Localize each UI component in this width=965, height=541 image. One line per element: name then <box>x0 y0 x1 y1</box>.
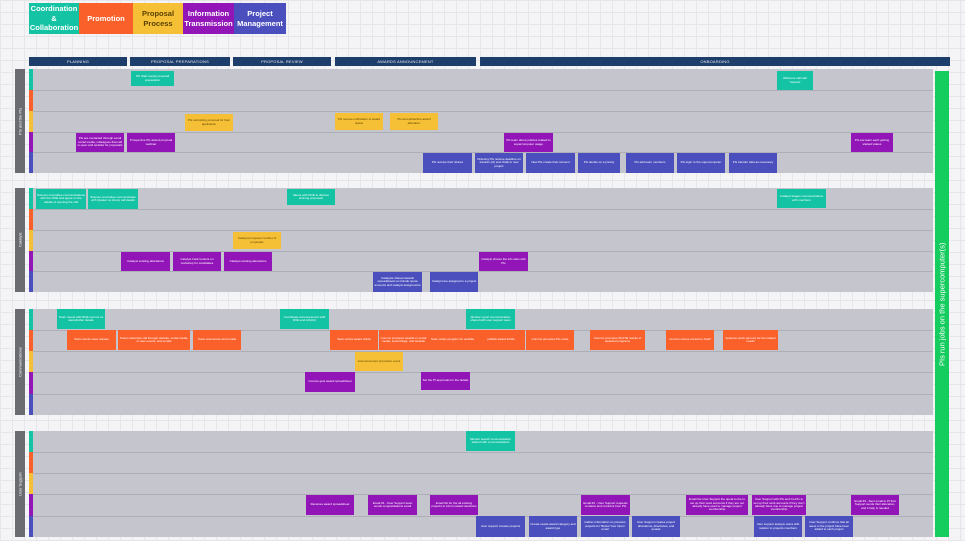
card: publish award article <box>477 330 525 350</box>
card: Science committee communications with th… <box>36 189 86 209</box>
card: PIs add team members <box>626 153 674 173</box>
card: Email #1 - User Support team sends congr… <box>368 495 417 515</box>
card: User Support confirms that all users in … <box>805 516 853 537</box>
phase-proposal-review: PROPOSAL REVIEW <box>233 57 331 66</box>
card: Team writes award article <box>330 330 378 350</box>
phase-awards-announcement: AWARDS ANNOUNCEMENT <box>335 57 476 66</box>
card: Coordinate announcement with DOE and AU(… <box>280 309 329 329</box>
card: Catalyst proposes number of proposals <box>233 232 281 249</box>
card: Comms promotes INCITE results of awarded… <box>590 330 645 350</box>
phase-onboarding: ONBOARDING <box>480 57 950 66</box>
card: Comms promotes PIs news <box>526 330 574 350</box>
card: PIs are contacted through email social m… <box>76 133 124 152</box>
lane-tags-user-support <box>29 431 33 537</box>
card: Teams advertise call through website, so… <box>118 330 190 350</box>
legend-information-transmission: Information Transmission <box>183 3 234 34</box>
card: New PIs create their account <box>526 153 575 173</box>
card: Receives award spreadsheet <box>306 495 354 515</box>
card: Team sends news release <box>67 330 116 350</box>
card: Science committee communicates with Quak… <box>88 189 138 209</box>
card: PIs receive notification of award status <box>335 113 383 130</box>
card: Email #3 - Sent email to PI that Support… <box>851 495 899 515</box>
card: User Support creates project allocations… <box>632 516 680 537</box>
card: Catalyst existing allocations <box>224 252 272 271</box>
jobs-run-bar: PIs run jobs on the supercomputer(s) <box>935 71 949 537</box>
card: Email the User Support the quota to the … <box>686 495 748 515</box>
lane-tags-catalyst <box>29 188 33 292</box>
card: Email #2 - User Support requests contact… <box>581 495 630 515</box>
card: Team meets with DOE comms on award/other… <box>57 309 105 329</box>
card: Catalysts shared awards spreadsheets to … <box>373 272 422 292</box>
phase-proposal-preparations: PROPOSAL PREPARATIONS <box>130 57 230 66</box>
card: Team writes program for website <box>428 330 477 350</box>
card: Catalyst are assigned to a project <box>430 272 478 292</box>
card: User support assigns users with relation… <box>754 516 802 537</box>
card: User support creates projects <box>476 516 525 537</box>
legend-project-management: Project Management <box>234 3 286 34</box>
card: Catalyst existing allocations <box>121 252 170 271</box>
lane-label-user-support: User Support <box>15 431 25 537</box>
lane-label-communications: Communications <box>15 309 25 415</box>
card: PIs Start supply proposal preparation <box>131 71 174 86</box>
card: Email list for the all existing projects… <box>430 495 478 515</box>
phase-planning: PLANNING <box>29 57 127 66</box>
card: Announcement promotion event <box>355 352 403 371</box>
card: PIs accept/decline award allocation <box>390 113 438 130</box>
card: Systems posts (promo) for the related ne… <box>723 330 778 350</box>
lane-tags-communications <box>29 309 33 415</box>
card: PIs submitting proposal for their applic… <box>185 114 233 131</box>
lane-label-catalyst: Catalyst <box>15 188 25 292</box>
card: Gather information on previous projects … <box>581 516 629 537</box>
card: Comms produces awards in social media, s… <box>379 330 428 350</box>
card: Monitor search communication shared with… <box>466 431 515 451</box>
card: PIs transfer data as necessary <box>729 153 777 173</box>
card: Ordering PIs receive deadline on transfe… <box>475 153 523 173</box>
card: Catalyst shares the info sites with PIs <box>479 252 528 271</box>
card: Set the PI approvals for the details <box>421 372 470 390</box>
card: PIs are learn each getting started video… <box>851 133 893 152</box>
card: Catalyst triages communications with mem… <box>777 189 826 208</box>
card: Catalyst track tenants on workshop for c… <box>173 252 221 271</box>
card: Meets with DOE to discuss winning propos… <box>287 189 335 205</box>
card: PIs learn about policies related to supe… <box>504 133 553 152</box>
card: User Support with PIs and Co-PIs to set … <box>752 495 806 515</box>
card: Comms comes consult to AGW <box>666 330 714 350</box>
card: Team announces and emails <box>193 330 241 350</box>
card: Create needs award category and award ty… <box>529 516 577 537</box>
card: Monitor report communication shared with… <box>466 309 515 329</box>
lane-label-pis: PIs and the PIs <box>15 69 25 173</box>
card: Prospective PIs attend proposal webinar <box>127 133 175 152</box>
card: PIs receive their shares <box>423 153 472 173</box>
card: Comms gets award spreadsheet <box>305 372 355 392</box>
legend-coordination-collaboration: Coordination & Collaboration <box>29 3 79 34</box>
lane-tags-pis <box>29 69 33 173</box>
card: PIs decide on a priority <box>578 153 620 173</box>
card: Welcome call with 'request' <box>777 71 813 90</box>
legend-promotion: Promotion <box>79 3 133 34</box>
card: PIs login to the supercomputer <box>677 153 725 173</box>
legend-proposal-process: Proposal Process <box>133 3 183 34</box>
